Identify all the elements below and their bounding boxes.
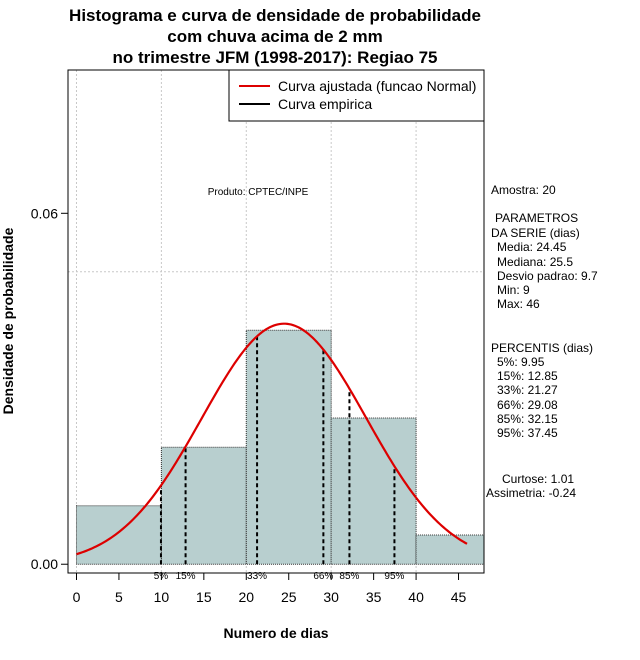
percentile-label-15: 15% bbox=[176, 571, 196, 582]
x-tick-label-25: 25 bbox=[281, 589, 297, 605]
param-media: Media: 24.45 bbox=[497, 240, 567, 254]
percentile-label-95: 95% bbox=[384, 571, 404, 582]
sample-size: Amostra: 20 bbox=[491, 183, 556, 197]
percentiles-title: PERCENTIS (dias) bbox=[491, 341, 593, 355]
x-tick-label-15: 15 bbox=[196, 589, 212, 605]
histogram-bar-0 bbox=[75, 505, 162, 565]
stat-pct-85: 85%: 32.15 bbox=[497, 412, 558, 426]
parameters-title-1: PARAMETROS bbox=[495, 211, 578, 225]
stats-panel: Amostra: 20 PARAMETROS DA SERIE (dias) M… bbox=[486, 183, 598, 500]
x-tick-label-5: 5 bbox=[115, 589, 123, 605]
normal-curve bbox=[76, 322, 468, 556]
stat-pct-33: 33%: 21.27 bbox=[497, 383, 558, 397]
x-axis-title: Numero de dias bbox=[223, 625, 328, 641]
assimetria: Assimetria: -0.24 bbox=[486, 486, 576, 500]
x-tick-label-35: 35 bbox=[366, 589, 382, 605]
legend: Curva ajustada (funcao Normal) Curva emp… bbox=[228, 69, 485, 122]
y-axis: 0.00 0.06 bbox=[31, 205, 69, 572]
histogram-bar-1 bbox=[160, 446, 247, 565]
x-tick-label-40: 40 bbox=[408, 589, 424, 605]
param-max: Max: 46 bbox=[497, 297, 540, 311]
legend-label-normal: Curva ajustada (funcao Normal) bbox=[278, 78, 476, 94]
y-axis-title: Densidade de probabilidade bbox=[0, 227, 16, 414]
param-min: Min: 9 bbox=[497, 283, 530, 297]
percentile-label-66: 66% bbox=[313, 571, 333, 582]
chart-title: Histograma e curva de densidade de proba… bbox=[69, 6, 481, 67]
stat-pct-66: 66%: 29.08 bbox=[497, 398, 558, 412]
legend-box bbox=[228, 69, 485, 122]
y-tick-label-0: 0.00 bbox=[31, 556, 58, 572]
product-label: Produto: CPTEC/INPE bbox=[208, 187, 309, 198]
x-tick-label-10: 10 bbox=[154, 589, 170, 605]
histogram-bar-3 bbox=[330, 417, 417, 565]
stat-pct-15: 15%: 12.85 bbox=[497, 369, 558, 383]
param-mediana: Mediana: 25.5 bbox=[497, 255, 573, 269]
parameters-title-2: DA SERIE (dias) bbox=[491, 226, 580, 240]
y-tick-label-1: 0.06 bbox=[31, 205, 58, 221]
stat-pct-5: 5%: 9.95 bbox=[497, 355, 545, 369]
histogram-bars bbox=[75, 329, 485, 565]
legend-label-empirical: Curva empirica bbox=[278, 96, 372, 112]
param-desvio: Desvio padrao: 9.7 bbox=[497, 269, 598, 283]
gridlines bbox=[68, 70, 484, 573]
title-line-3: no trimestre JFM (1998-2017): Regiao 75 bbox=[112, 48, 437, 67]
percentile-label-85: 85% bbox=[339, 571, 359, 582]
title-line-2: com chuva acima de 2 mm bbox=[167, 27, 382, 46]
histogram-bar-2 bbox=[245, 329, 332, 565]
x-tick-label-45: 45 bbox=[451, 589, 467, 605]
x-tick-label-0: 0 bbox=[73, 589, 81, 605]
stat-pct-95: 95%: 37.45 bbox=[497, 426, 558, 440]
curtose: Curtose: 1.01 bbox=[502, 472, 574, 486]
x-tick-label-20: 20 bbox=[238, 589, 254, 605]
title-line-1: Histograma e curva de densidade de proba… bbox=[69, 6, 481, 25]
x-tick-label-30: 30 bbox=[323, 589, 339, 605]
x-axis: 0 5 10 15 20 25 30 35 40 45 bbox=[73, 572, 467, 605]
histogram-bar-4 bbox=[415, 534, 485, 565]
percentile-label-33: 33% bbox=[247, 571, 267, 582]
normal-curve-layer bbox=[76, 322, 468, 556]
